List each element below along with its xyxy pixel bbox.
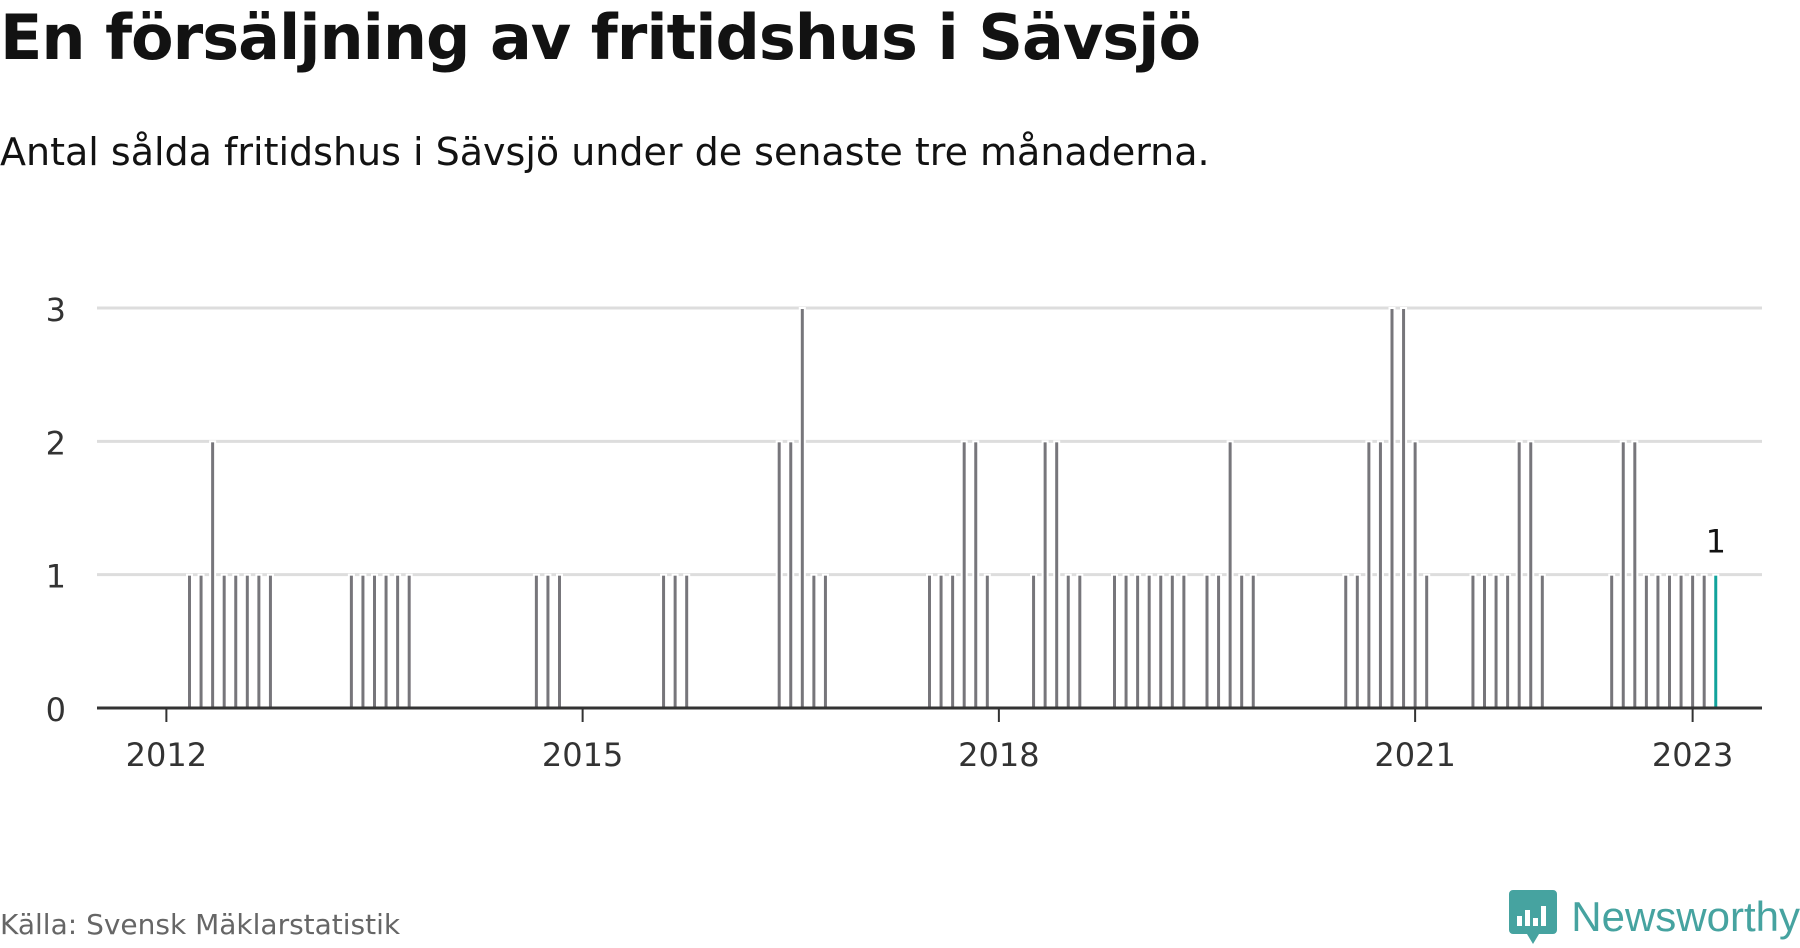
bar	[556, 573, 563, 709]
bar	[1238, 573, 1246, 709]
bar	[1608, 573, 1616, 709]
bar	[1642, 573, 1650, 709]
bar	[186, 573, 193, 709]
x-tick-label: 2018	[958, 736, 1039, 774]
y-tick-label: 3	[46, 291, 66, 329]
bar	[671, 573, 679, 709]
bar	[1527, 440, 1535, 709]
bar	[1203, 573, 1211, 709]
bar	[1134, 573, 1142, 709]
bar	[1145, 573, 1153, 709]
x-tick-label: 2021	[1374, 736, 1455, 774]
x-tick-label: 2015	[542, 736, 623, 774]
bar	[1481, 573, 1488, 709]
bar	[1504, 573, 1512, 709]
bar	[209, 440, 217, 709]
bar	[266, 573, 274, 709]
bar	[798, 307, 806, 709]
y-tick-label: 2	[46, 424, 66, 462]
axes	[97, 706, 1762, 722]
bar	[810, 573, 818, 709]
bar	[1064, 573, 1072, 709]
bar	[359, 573, 367, 709]
bar	[1157, 573, 1165, 709]
bar	[255, 573, 263, 709]
bar	[787, 440, 795, 709]
bar	[1423, 573, 1431, 709]
bar	[347, 573, 355, 709]
bar	[949, 573, 957, 709]
highlight-bar	[1712, 573, 1720, 709]
bar	[1400, 307, 1408, 709]
x-tick-label: 2023	[1652, 736, 1733, 774]
y-tick-label: 1	[46, 558, 66, 596]
bar	[775, 440, 783, 709]
bar	[405, 573, 413, 709]
bar	[1111, 573, 1118, 709]
bar	[960, 440, 968, 709]
bar	[1122, 573, 1130, 709]
bar	[394, 573, 402, 709]
labels: 0 1 2 3 1 2012 2015 2018 2021 2023	[46, 291, 1734, 774]
bar	[660, 573, 668, 709]
bar	[1666, 573, 1673, 709]
bar	[926, 573, 933, 709]
x-tick-label: 2012	[126, 736, 207, 774]
bar	[1515, 440, 1523, 709]
bar	[1677, 573, 1685, 709]
highlight-value-label: 1	[1706, 523, 1726, 561]
bar	[1215, 573, 1223, 709]
bar	[1388, 307, 1396, 709]
bar	[1030, 573, 1038, 709]
bar-chart: 0 1 2 3 1 2012 2015 2018 2021 2023	[46, 291, 1762, 774]
gridlines	[97, 306, 1762, 577]
bar	[382, 573, 390, 709]
bar	[371, 573, 378, 709]
bar	[683, 573, 691, 709]
bar	[1631, 440, 1639, 709]
bar	[1226, 440, 1234, 709]
newsworthy-logo-icon	[1509, 890, 1558, 944]
bars	[186, 307, 1720, 709]
bar	[220, 573, 228, 709]
bar	[972, 440, 980, 709]
bar	[243, 573, 251, 709]
bar	[983, 573, 991, 709]
bar	[1654, 573, 1662, 709]
bar	[1619, 440, 1627, 709]
chart-subtitle: Antal sålda fritidshus i Sävsjö under de…	[0, 130, 1210, 174]
bar	[1700, 573, 1708, 709]
bar	[1168, 573, 1176, 709]
bar	[1076, 573, 1084, 709]
bar	[1180, 573, 1188, 709]
bar	[1342, 573, 1350, 709]
bar	[1353, 573, 1361, 709]
chart-title: En försäljning av fritidshus i Sävsjö	[0, 1, 1201, 74]
bar	[232, 573, 240, 709]
bar	[937, 573, 945, 709]
bar	[1689, 573, 1697, 709]
bar	[821, 573, 829, 709]
bar	[532, 573, 540, 709]
bar	[1053, 440, 1061, 709]
bar	[1376, 440, 1384, 709]
bar	[1365, 440, 1373, 709]
bar	[197, 573, 205, 709]
bar	[544, 573, 552, 709]
bar	[1492, 573, 1500, 709]
bar	[1041, 440, 1049, 709]
brand-logo[interactable]: Newsworthy	[1509, 890, 1800, 944]
bar	[1249, 573, 1257, 709]
brand-name: Newsworthy	[1571, 893, 1800, 940]
bar	[1411, 440, 1419, 709]
source-note: Källa: Svensk Mäklarstatistik	[0, 908, 401, 941]
bar	[1469, 573, 1477, 709]
y-tick-label: 0	[46, 691, 66, 729]
bar	[1538, 573, 1546, 709]
